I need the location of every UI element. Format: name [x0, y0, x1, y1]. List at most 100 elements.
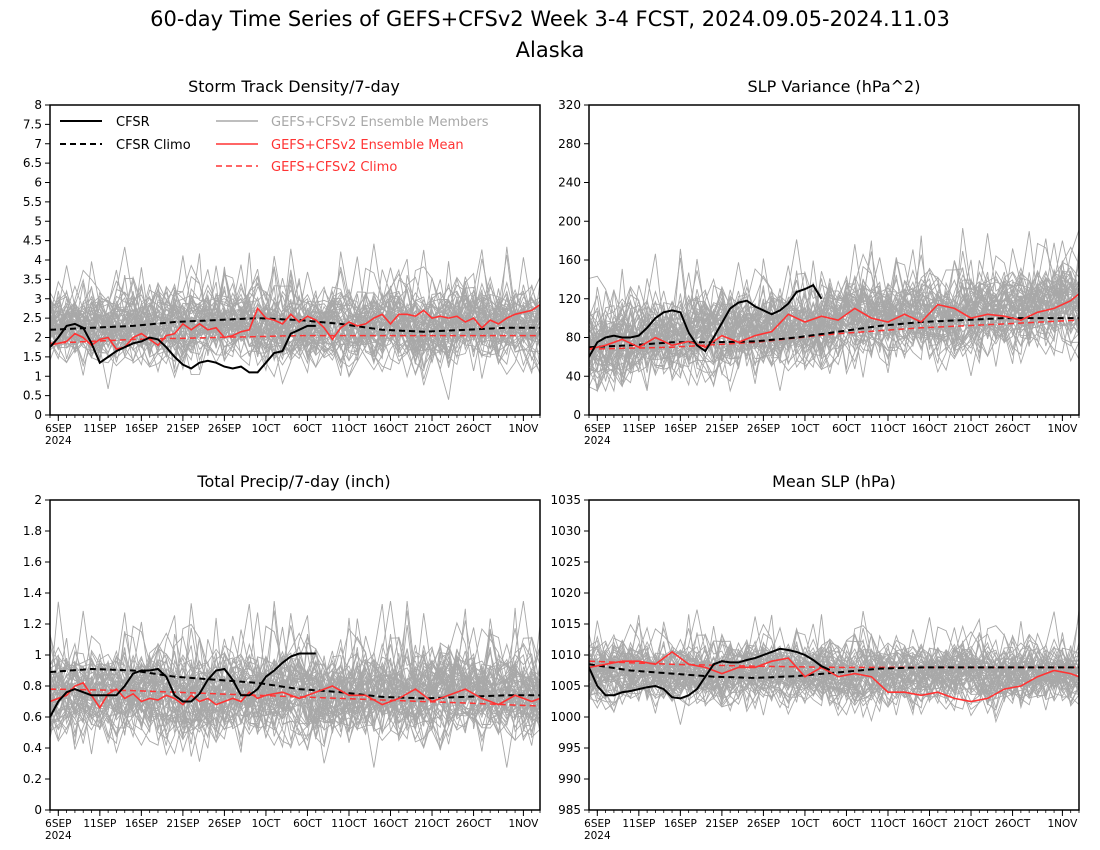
x-tick-label: 26SEP — [747, 818, 780, 830]
y-tick-label: 990 — [558, 772, 581, 786]
x-tick-label: 6SEP — [45, 818, 71, 830]
ensemble-member-line — [50, 625, 540, 746]
panel-total-precip: Total Precip/7-day (inch) 0 0.2 0.4 0.6 0.8 1… — [23, 472, 541, 842]
ensemble-member-line — [50, 252, 540, 363]
y-tick-label: 1 — [34, 369, 42, 383]
x-tick-label: 16SEP — [664, 818, 697, 830]
cfsr-line — [589, 647, 831, 700]
x-tick-year: 2024 — [45, 830, 72, 842]
x-tick-label: 1OCT — [791, 818, 820, 830]
x-tick-label: 21SEP — [705, 818, 738, 830]
ens-climo-line — [589, 319, 1079, 350]
cfsr-line — [50, 652, 316, 718]
y-tick-label: 1.2 — [23, 617, 42, 631]
ensemble-member-line — [50, 254, 540, 367]
legend-label-ens-mean: GEFS+CFSv2 Ensemble Mean — [271, 138, 464, 153]
x-tick-label: 1NOV — [508, 423, 539, 435]
x-tick-label: 6SEP — [584, 818, 610, 830]
y-tick-label: 985 — [558, 803, 581, 817]
ensemble-member-line — [589, 261, 1079, 389]
ens-mean-line — [50, 303, 540, 350]
ens-climo-line — [50, 334, 540, 345]
ensemble-member-line — [589, 626, 1079, 713]
ensemble-member-line — [50, 646, 540, 727]
ensemble-member-line — [50, 277, 540, 356]
legend-label-cfsr-climo: CFSR Climo — [116, 138, 191, 153]
x-tick-year: 2024 — [584, 435, 611, 447]
y-tick-label: 1.5 — [23, 350, 42, 364]
cfsr-line — [589, 283, 823, 358]
x-tick-label: 26OCT — [995, 423, 1031, 435]
x-tick-label: 16SEP — [125, 423, 158, 435]
y-tick-label: 280 — [558, 137, 581, 151]
ens-climo-line — [50, 688, 540, 707]
x-tick-label: 21SEP — [705, 423, 738, 435]
plot-area — [50, 600, 540, 768]
panel-mean-slp: Mean SLP (hPa) 985 990 995 1000 1005 1010 1015… — [550, 472, 1080, 842]
y-tick-label: 1.8 — [23, 524, 42, 538]
figure-subtitle: Alaska — [516, 38, 585, 62]
x-tick-label: 21SEP — [166, 423, 199, 435]
y-tick-label: 3.5 — [23, 272, 42, 286]
y-tick-label: 6 — [34, 176, 42, 190]
ensemble-member-line — [50, 253, 540, 359]
x-tick-label: 16OCT — [373, 818, 409, 830]
ensemble-member-line — [589, 288, 1079, 387]
x-tick-year: 2024 — [45, 435, 72, 447]
legend: CFSR CFSR Climo GEFS+CFSv2 Ensemble Memb… — [60, 115, 489, 175]
y-tick-label: 1.4 — [23, 586, 42, 600]
ens-mean-line — [589, 650, 1079, 703]
plot-area — [589, 609, 1079, 725]
cfsr-climo-line — [50, 667, 540, 700]
x-tick-label: 21OCT — [414, 818, 450, 830]
x-tick-label: 16OCT — [373, 423, 409, 435]
ensemble-member-line — [589, 642, 1079, 717]
ensemble-member-line — [589, 641, 1079, 702]
y-tick-label: 0.6 — [23, 710, 42, 724]
x-tick-label: 11SEP — [622, 818, 655, 830]
y-tick-label: 995 — [558, 741, 581, 755]
y-tick-label: 120 — [558, 292, 581, 306]
plot-area — [50, 243, 540, 400]
x-tick-label: 16SEP — [125, 818, 158, 830]
ensemble-member-line — [589, 238, 1079, 360]
ensemble-member-line — [50, 285, 540, 371]
ensemble-member-line — [50, 296, 540, 369]
panel-title: Total Precip/7-day (inch) — [196, 472, 390, 491]
y-tick-label: 2.5 — [23, 311, 42, 325]
x-tick-label: 26SEP — [747, 423, 780, 435]
x-tick-label: 21OCT — [953, 423, 989, 435]
x-tick-label: 1OCT — [252, 423, 281, 435]
x-tick-label: 21OCT — [414, 423, 450, 435]
y-tick-label: 7.5 — [23, 117, 42, 131]
y-tick-label: 1035 — [550, 493, 581, 507]
x-tick-label: 6SEP — [584, 423, 610, 435]
panel-slp-variance: SLP Variance (hPa^2) 0 40 80 120 160 200 240 28… — [558, 77, 1080, 447]
figure-title: 60-day Time Series of GEFS+CFSv2 Week 3-… — [150, 7, 950, 31]
x-tick-label: 6OCT — [832, 818, 861, 830]
x-tick-label: 11SEP — [83, 818, 116, 830]
ensemble-member-line — [589, 614, 1079, 711]
x-tick-label: 26OCT — [456, 818, 492, 830]
y-tick-label: 1020 — [550, 586, 581, 600]
x-tick-label: 1NOV — [1047, 818, 1078, 830]
ensemble-member-line — [50, 658, 540, 751]
ensemble-member-line — [50, 286, 540, 367]
y-tick-label: 240 — [558, 176, 581, 190]
x-tick-label: 1OCT — [791, 423, 820, 435]
x-tick-label: 26OCT — [456, 423, 492, 435]
y-tick-label: 0 — [573, 408, 581, 422]
panel-title: SLP Variance (hPa^2) — [748, 77, 921, 96]
y-tick-label: 160 — [558, 253, 581, 267]
y-tick-label: 5 — [34, 214, 42, 228]
y-tick-label: 3 — [34, 292, 42, 306]
x-tick-label: 6OCT — [832, 423, 861, 435]
x-tick-label: 1NOV — [1047, 423, 1078, 435]
cfsr-climo-line — [589, 663, 1079, 679]
y-tick-label: 5.5 — [23, 195, 42, 209]
ensemble-member-line — [589, 626, 1079, 715]
x-tick-label: 26SEP — [208, 818, 241, 830]
x-tick-label: 21OCT — [953, 818, 989, 830]
x-tick-label: 11OCT — [870, 423, 906, 435]
